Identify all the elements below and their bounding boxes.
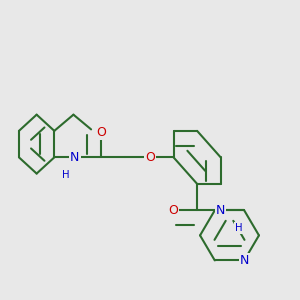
Text: O: O <box>169 204 178 217</box>
Text: N: N <box>239 254 249 267</box>
Text: O: O <box>97 126 106 139</box>
Text: H: H <box>62 170 70 180</box>
Text: N: N <box>216 204 225 217</box>
Text: N: N <box>70 151 80 164</box>
Text: H: H <box>235 223 242 233</box>
Text: O: O <box>145 151 155 164</box>
